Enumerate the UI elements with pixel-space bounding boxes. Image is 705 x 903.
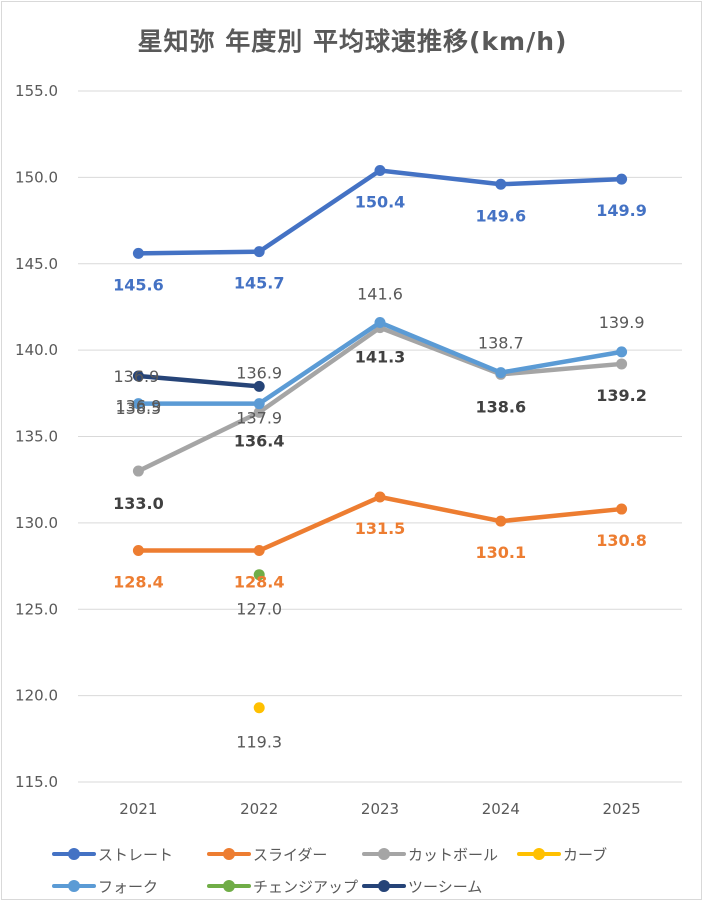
- data-point: [374, 316, 386, 328]
- data-label: 133.0: [113, 494, 164, 513]
- data-point: [132, 247, 144, 259]
- legend-row: フォーク チェンジアップ ツーシーム: [52, 870, 672, 902]
- chart-legend: ストレート スライダー カットボール カーブフォーク チェンジアップ ツーシーム: [52, 838, 672, 902]
- data-label: 139.2: [596, 386, 647, 405]
- legend-item: ツーシーム: [362, 876, 517, 897]
- data-label: 150.4: [355, 192, 406, 211]
- legend-swatch: [52, 847, 96, 861]
- data-point: [253, 545, 265, 557]
- data-point: [253, 406, 265, 418]
- data-label: 136.9: [113, 367, 159, 386]
- data-label: 131.5: [355, 519, 406, 538]
- data-point: [374, 164, 386, 176]
- data-point: [253, 398, 265, 410]
- legend-swatch: [517, 847, 561, 861]
- y-tick-label: 155.0: [15, 82, 58, 100]
- legend-item: ストレート: [52, 844, 207, 865]
- y-tick-label: 125.0: [15, 600, 58, 618]
- x-tick-label: 2024: [482, 800, 520, 818]
- data-label: 128.4: [113, 573, 164, 592]
- data-label: 141.3: [355, 348, 406, 367]
- x-tick-label: 2022: [240, 800, 278, 818]
- data-label: 149.9: [596, 201, 647, 220]
- legend-row: ストレート スライダー カットボール カーブ: [52, 838, 672, 870]
- data-label: 139.9: [599, 313, 645, 332]
- data-point: [132, 398, 144, 410]
- data-point: [253, 246, 265, 258]
- data-point: [253, 702, 265, 714]
- data-label: 130.8: [596, 531, 647, 550]
- y-tick-label: 140.0: [15, 341, 58, 359]
- y-tick-label: 135.0: [15, 428, 58, 446]
- data-point: [495, 178, 507, 190]
- data-point: [616, 503, 628, 515]
- legend-swatch: [362, 847, 406, 861]
- x-tick-label: 2023: [361, 800, 399, 818]
- data-point: [132, 545, 144, 557]
- legend-item: チェンジアップ: [207, 876, 362, 897]
- legend-label: チェンジアップ: [253, 877, 359, 896]
- data-label: 138.7: [478, 334, 524, 353]
- legend-swatch: [207, 847, 251, 861]
- y-tick-label: 120.0: [15, 687, 58, 705]
- data-label: 130.1: [475, 543, 526, 562]
- legend-swatch: [207, 879, 251, 893]
- data-label: 145.7: [234, 274, 285, 293]
- series-line-0: [136, 168, 624, 256]
- data-point: [374, 491, 386, 503]
- y-tick-label: 150.0: [15, 168, 58, 186]
- chart-title: 星知弥 年度別 平均球速推移(km/h): [137, 27, 568, 56]
- legend-swatch: [362, 879, 406, 893]
- legend-label: カーブ: [563, 845, 608, 864]
- legend-item: スライダー: [207, 844, 362, 865]
- data-label: 141.6: [357, 284, 403, 303]
- y-tick-label: 115.0: [15, 773, 58, 791]
- series-line-6: [136, 373, 262, 389]
- data-label: 128.4: [234, 573, 285, 592]
- data-point: [253, 569, 265, 581]
- data-label: 127.0: [236, 600, 282, 619]
- data-point: [495, 515, 507, 527]
- data-label: 145.6: [113, 275, 164, 294]
- data-label: 137.9: [236, 409, 282, 428]
- legend-label: ツーシーム: [408, 877, 483, 896]
- data-point: [253, 380, 265, 392]
- legend-label: スライダー: [253, 845, 328, 864]
- legend-label: フォーク: [98, 877, 159, 896]
- legend-item: カットボール: [362, 844, 517, 865]
- data-point: [616, 358, 628, 370]
- data-label: 136.4: [234, 431, 285, 450]
- x-tick-label: 2021: [119, 800, 157, 818]
- y-tick-label: 130.0: [15, 514, 58, 532]
- data-point: [495, 367, 507, 379]
- y-tick-label: 145.0: [15, 255, 58, 273]
- data-point: [616, 173, 628, 185]
- x-tick-label: 2025: [603, 800, 641, 818]
- data-point: [132, 465, 144, 477]
- data-point: [616, 346, 628, 358]
- data-label: 138.6: [475, 397, 526, 416]
- legend-label: カットボール: [408, 845, 499, 864]
- data-label: 136.9: [236, 363, 282, 382]
- data-label: 138.5: [115, 399, 161, 418]
- data-label: 119.3: [236, 733, 282, 752]
- legend-swatch: [52, 879, 96, 893]
- legend-item: カーブ: [517, 844, 672, 865]
- data-label: 136.9: [115, 397, 161, 416]
- data-label: 149.6: [475, 206, 526, 225]
- legend-item: フォーク: [52, 876, 207, 897]
- legend-label: ストレート: [98, 845, 174, 864]
- data-point: [132, 370, 144, 382]
